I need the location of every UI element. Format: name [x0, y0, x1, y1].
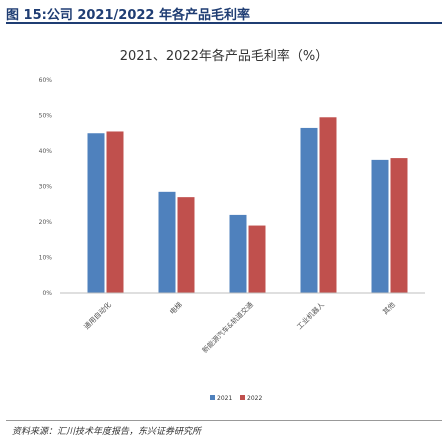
figure-title: 图 15:公司 2021/2022 年各产品毛利率	[6, 8, 250, 23]
legend-label-2021: 2021	[217, 395, 232, 402]
series-2022-bars	[106, 117, 408, 294]
bar-2022-0	[106, 131, 124, 293]
bar-2021-4	[371, 159, 389, 293]
bar-2022-2	[248, 225, 266, 293]
y-tick-label: 10%	[39, 255, 53, 262]
bar-2021-1	[158, 191, 176, 293]
legend: 2021 2022	[210, 395, 262, 402]
source-note: 资料来源：汇川技术年度报告，东兴证券研究所	[12, 427, 202, 437]
x-tick-label: 通用自动化	[82, 300, 113, 331]
legend-label-2022: 2022	[247, 395, 262, 402]
bar-2021-2	[229, 214, 247, 293]
source-rule	[6, 420, 442, 421]
legend-swatch-2021	[210, 395, 215, 400]
y-axis-ticks: 0% 10% 20% 30% 40% 50% 60%	[39, 77, 53, 297]
legend-swatch-2022	[240, 395, 245, 400]
y-tick-label: 60%	[39, 77, 53, 84]
bar-2022-1	[177, 197, 195, 293]
x-tick-label: 新能源汽车&轨道交通	[200, 300, 255, 355]
y-tick-label: 40%	[39, 148, 53, 155]
x-axis-ticks: 通用自动化 电梯 新能源汽车&轨道交通 工业机器人 其他	[82, 300, 397, 355]
y-tick-label: 30%	[39, 184, 53, 191]
series-2021-bars	[87, 127, 389, 293]
bar-2022-4	[390, 158, 408, 293]
title-rule	[6, 22, 442, 24]
bar-2021-0	[87, 133, 105, 293]
y-tick-label: 0%	[42, 290, 52, 297]
bar-2021-3	[300, 127, 318, 293]
x-tick-label: 电梯	[168, 300, 184, 316]
x-tick-label: 其他	[381, 300, 397, 316]
bar-chart: 0% 10% 20% 30% 40% 50% 60% 通用自动化 电梯 新能源汽车&轨道交通 工业…	[39, 77, 425, 402]
y-tick-label: 50%	[39, 113, 53, 120]
x-tick-label: 工业机器人	[295, 300, 326, 331]
bar-2022-3	[319, 117, 337, 294]
chart-title: 2021、2022年各产品毛利率（%）	[119, 49, 329, 64]
y-tick-label: 20%	[39, 219, 53, 226]
